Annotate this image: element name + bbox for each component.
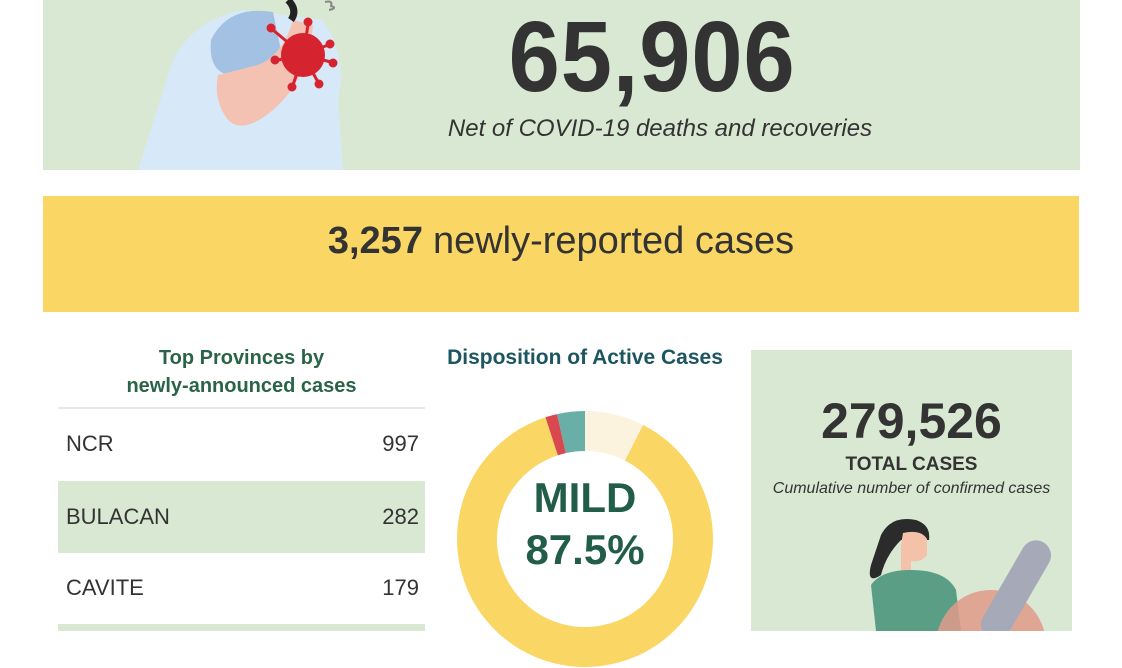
total-cases-panel: 279,526 TOTAL CASES Cumulative number of… — [751, 350, 1072, 631]
disposition-title: Disposition of Active Cases — [447, 346, 723, 369]
new-cases-value: 3,257 — [327, 219, 423, 262]
province-name: NCR — [66, 431, 114, 456]
top-provinces-title-line1: Top Provinces by — [158, 347, 325, 369]
total-cases-caption: Cumulative number of confirmed cases — [772, 480, 1051, 497]
top-provinces-title-line2: newly-announced cases — [126, 375, 357, 397]
active-cases-panel: 65,906 Net of COVID-19 deaths and recove… — [43, 0, 1080, 170]
coughing-person-illustration — [138, 0, 343, 170]
donut-slice-segment-1 — [585, 411, 644, 461]
donut-center-label: MILD 87.5% — [456, 472, 714, 576]
province-name: CAVITE — [66, 575, 144, 600]
health-worker-illustration — [869, 519, 1051, 631]
donut-center-value: 87.5% — [525, 526, 645, 573]
new-cases-banner: 3,257 newly-reported cases — [43, 196, 1079, 312]
donut-slice-mild — [457, 417, 713, 667]
province-row-partial — [58, 624, 425, 631]
province-row: NCR 997 — [58, 408, 425, 480]
province-name: BULACAN — [66, 504, 170, 529]
province-value: 179 — [382, 575, 419, 600]
provinces-divider — [58, 407, 425, 409]
active-cases-value: 65,906 — [508, 1, 796, 113]
province-row: BULACAN 282 — [58, 481, 425, 553]
total-cases-label: TOTAL CASES — [845, 454, 978, 475]
top-provinces-title: Top Provinces by newly-announced cases — [58, 344, 425, 400]
donut-slice-segment-2 — [545, 414, 566, 456]
new-cases-text: 3,257 newly-reported cases — [328, 220, 794, 263]
province-row: CAVITE 179 — [58, 552, 425, 624]
province-value: 997 — [382, 431, 419, 456]
new-cases-label: newly-reported cases — [432, 219, 795, 262]
province-value: 282 — [382, 504, 419, 529]
donut-slice-segment-3 — [557, 411, 585, 454]
total-cases-value: 279,526 — [821, 393, 1002, 449]
disposition-donut-chart — [457, 411, 713, 667]
donut-center-category: MILD — [533, 474, 637, 521]
active-cases-caption: Net of COVID-19 deaths and recoveries — [447, 115, 873, 142]
